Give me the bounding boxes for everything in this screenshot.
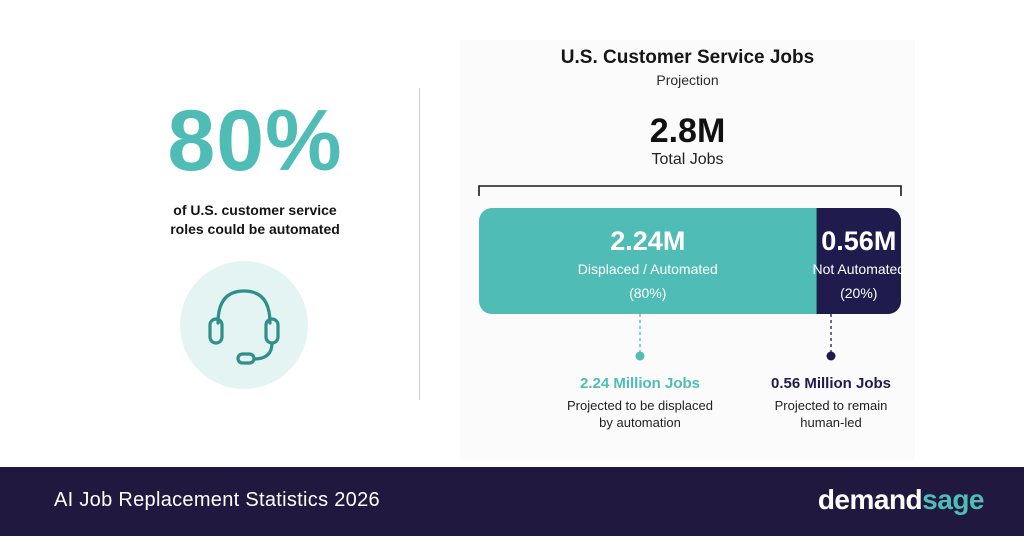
total-bracket xyxy=(478,185,902,196)
stat-caption-line-2: roles could be automated xyxy=(170,221,340,237)
headset-icon xyxy=(208,289,280,365)
footer-bar: AI Job Replacement Statistics 2026 deman… xyxy=(0,467,1024,536)
bar-group xyxy=(479,208,901,314)
chart-title: U.S. Customer Service Jobs xyxy=(560,47,815,68)
connector-dot-not-automated xyxy=(826,351,836,361)
segment-value-automated: 2.24M xyxy=(610,226,685,256)
chart-subtitle: Projection xyxy=(656,72,719,88)
stacked-bar-chart: 2.24M Displaced / Automated (80%) 2.24 Mill… xyxy=(478,185,905,430)
bar-segment-automated xyxy=(479,208,818,314)
note-line2-automated: by automation xyxy=(599,415,681,430)
headline-percent: 80% xyxy=(167,93,343,189)
chart-panel: U.S. Customer Service Jobs Projection 2.… xyxy=(460,40,915,460)
note-line2-not-automated: human-led xyxy=(800,415,861,430)
connector-dot-automated xyxy=(635,351,645,361)
segment-label-automated: Displaced / Automated xyxy=(578,261,718,277)
segment-percent-automated: (80%) xyxy=(629,285,666,301)
headset-icon-circle xyxy=(180,261,308,389)
bar-segment-not-automated xyxy=(816,208,901,314)
segment-value-not-automated: 0.56M xyxy=(821,226,896,256)
total-label: Total Jobs xyxy=(651,151,724,168)
brand-logo-part-1: demand xyxy=(817,484,923,515)
divider xyxy=(419,88,420,400)
note-title-not-automated: 0.56 Million Jobs xyxy=(771,375,891,392)
brand-logo-part-2: sage xyxy=(922,484,984,515)
segment-label-not-automated: Not Automated xyxy=(812,261,905,277)
note-line1-automated: Projected to be displaced xyxy=(567,398,713,413)
note-line1-not-automated: Projected to remain xyxy=(775,398,888,413)
stat-caption: of U.S. customer service roles could be … xyxy=(145,201,365,239)
stat-caption-line-1: of U.S. customer service xyxy=(173,202,337,218)
segment-percent-not-automated: (20%) xyxy=(840,285,877,301)
total-value: 2.8M xyxy=(649,112,726,150)
brand-logo: demandsage xyxy=(817,484,985,516)
note-title-automated: 2.24 Million Jobs xyxy=(580,375,700,392)
footer-title: AI Job Replacement Statistics 2026 xyxy=(54,489,380,511)
